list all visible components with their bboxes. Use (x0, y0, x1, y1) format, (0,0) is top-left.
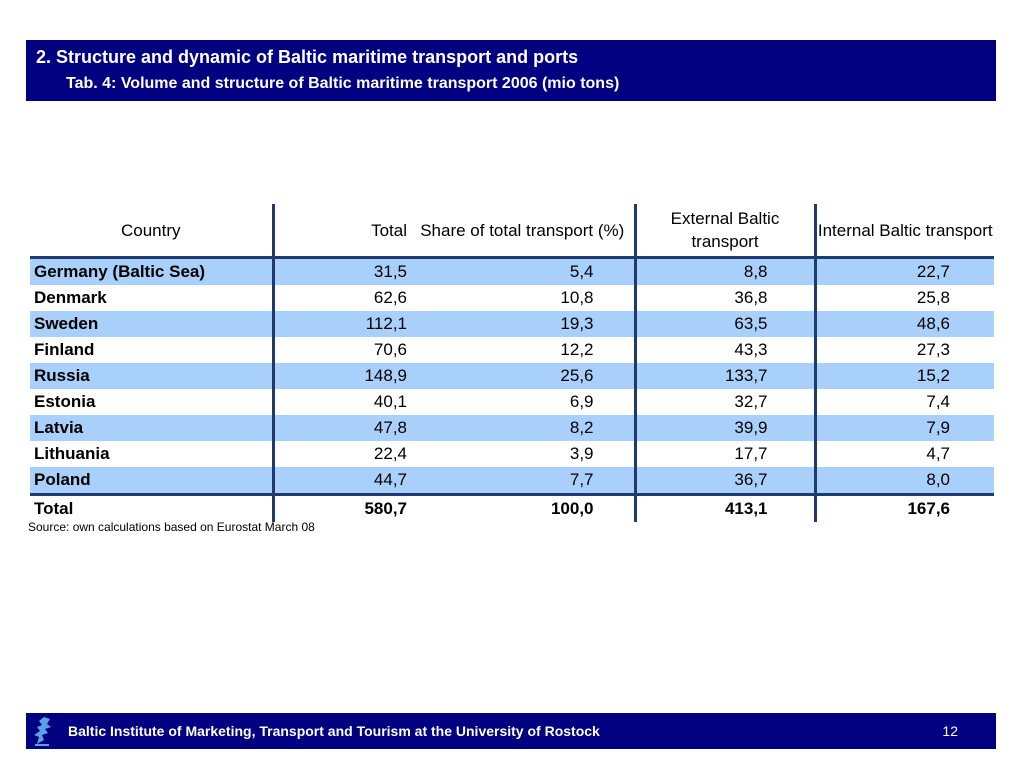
external-cell: 133,7 (633, 363, 815, 389)
baltic-institute-logo-icon (34, 717, 51, 746)
total-cell: 62,6 (271, 285, 411, 311)
country-cell: Estonia (34, 392, 96, 411)
country-cell: Germany (Baltic Sea) (30, 257, 273, 285)
table-row: Poland 44,7 7,7 36,7 8,0 (30, 467, 994, 495)
table-row: Estonia 40,1 6,9 32,7 7,4 (30, 389, 994, 415)
total-cell: 40,1 (271, 389, 411, 415)
external-cell: 32,7 (633, 389, 815, 415)
total-cell: 70,6 (271, 337, 411, 363)
country-cell: Poland (30, 467, 273, 495)
total-volume: 580,7 (271, 493, 411, 522)
external-cell: 8,8 (633, 257, 815, 285)
col-header-internal: Internal Baltic transport (813, 204, 994, 259)
total-cell: 112,1 (271, 311, 411, 337)
share-cell: 19,3 (411, 311, 635, 337)
country-cell: Denmark (34, 288, 107, 307)
col-header-country: Country (30, 204, 273, 259)
internal-cell: 7,9 (813, 415, 994, 441)
country-cell: Finland (34, 340, 95, 359)
external-cell: 39,9 (633, 415, 815, 441)
external-cell: 36,8 (633, 285, 815, 311)
external-cell: 43,3 (633, 337, 815, 363)
table-caption: Tab. 4: Volume and structure of Baltic m… (66, 75, 620, 92)
share-cell: 25,6 (411, 363, 635, 389)
share-cell: 10,8 (560, 288, 594, 307)
col-header-total: Total (271, 204, 411, 259)
col-header-share: Share of total transport (%) (411, 204, 635, 259)
total-external: 413,1 (633, 493, 815, 522)
external-cell: 63,5 (633, 311, 815, 337)
total-cell: 148,9 (271, 363, 411, 389)
share-cell: 8,2 (411, 415, 635, 441)
table-row: Latvia 47,8 8,2 39,9 7,9 (30, 415, 994, 441)
country-cell: Latvia (30, 415, 273, 441)
internal-cell: 8,0 (813, 467, 994, 495)
internal-cell: 7,4 (813, 389, 994, 415)
internal-cell: 48,6 (813, 311, 994, 337)
total-label: Total (30, 493, 273, 522)
external-cell: 36,7 (633, 467, 815, 495)
page-number: 12 (942, 723, 958, 739)
share-cell: 3,9 (569, 444, 594, 463)
share-cell: 6,9 (569, 392, 594, 411)
internal-cell: 15,2 (813, 363, 994, 389)
country-cell: Lithuania (34, 444, 110, 463)
external-cell: 17,7 (633, 441, 815, 467)
total-cell: 31,5 (271, 257, 411, 285)
share-cell: 12,2 (560, 340, 594, 359)
internal-cell: 4,7 (813, 441, 994, 467)
table-row: Sweden 112,1 19,3 63,5 48,6 (30, 311, 994, 337)
table-row: Denmark 62,6 10,8 36,8 25,8 (30, 285, 994, 311)
transport-table: Country Total Share of total transport (… (30, 204, 994, 522)
table-total-row: Total 580,7 100,0 413,1 167,6 (30, 493, 994, 522)
share-cell: 7,7 (411, 467, 635, 495)
table-body: Germany (Baltic Sea) 31,5 5,4 8,8 22,7 Denmar… (30, 257, 994, 522)
internal-cell: 22,7 (813, 257, 994, 285)
table-row: Lithuania 22,4 3,9 17,7 4,7 (30, 441, 994, 467)
total-cell: 44,7 (271, 467, 411, 495)
internal-cell: 27,3 (813, 337, 994, 363)
total-cell: 47,8 (271, 415, 411, 441)
slide-footer: Baltic Institute of Marketing, Transport… (26, 713, 996, 749)
internal-cell: 25,8 (813, 285, 994, 311)
total-share: 100,0 (411, 493, 635, 522)
table-header-row: Country Total Share of total transport (… (30, 204, 994, 259)
country-cell: Sweden (30, 311, 273, 337)
footer-institute-text: Baltic Institute of Marketing, Transport… (68, 723, 600, 739)
total-internal: 167,6 (813, 493, 994, 522)
total-cell: 22,4 (271, 441, 411, 467)
slide-title: 2. Structure and dynamic of Baltic marit… (36, 47, 579, 67)
slide-header: 2. Structure and dynamic of Baltic marit… (26, 40, 996, 101)
table-row: Germany (Baltic Sea) 31,5 5,4 8,8 22,7 (30, 257, 994, 285)
source-note: Source: own calculations based on Eurost… (28, 520, 315, 534)
table-row: Finland 70,6 12,2 43,3 27,3 (30, 337, 994, 363)
table-row: Russia 148,9 25,6 133,7 15,2 (30, 363, 994, 389)
country-cell: Russia (30, 363, 273, 389)
col-header-external: External Baltic transport (633, 204, 815, 259)
share-cell: 5,4 (411, 257, 635, 285)
